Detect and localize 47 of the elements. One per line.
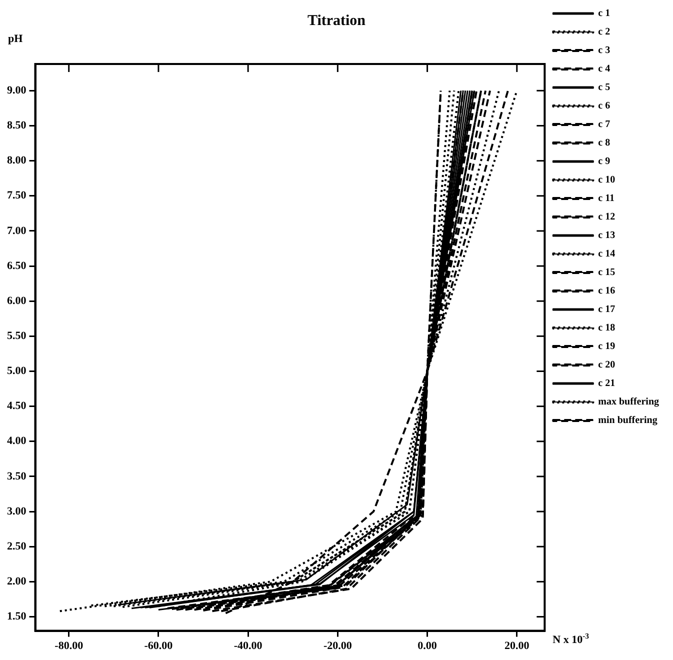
y-tick-label: 9.00 — [7, 84, 27, 96]
legend-label: c 17 — [598, 304, 616, 316]
legend-label: c 16 — [598, 286, 616, 297]
legend-label: c 12 — [598, 212, 616, 223]
legend-label: c 2 — [598, 26, 610, 38]
legend-label: c 20 — [598, 360, 616, 371]
legend-label: c 4 — [598, 64, 610, 75]
x-tick-label: -20.00 — [323, 640, 352, 652]
y-tick-label: 8.00 — [7, 154, 27, 167]
legend-label: max buffering — [598, 396, 660, 408]
legend-label: c 8 — [598, 138, 610, 149]
legend-label: c 7 — [598, 119, 610, 130]
x-tick-label: -40.00 — [234, 640, 263, 652]
y-tick-label: 2.50 — [7, 540, 27, 552]
x-tick-label: 20.00 — [504, 640, 530, 652]
y-tick-label: 4.50 — [7, 400, 27, 412]
legend-label: c 6 — [598, 100, 610, 112]
legend-label: min buffering — [598, 415, 658, 426]
y-tick-label: 2.00 — [7, 576, 27, 588]
legend-label: c 3 — [598, 45, 610, 56]
y-tick-label: 6.00 — [7, 294, 27, 307]
legend-label: c 9 — [598, 156, 610, 168]
y-tick-label: 7.50 — [7, 190, 27, 202]
legend-label: c 15 — [598, 267, 616, 278]
y-tick-label: 3.50 — [7, 470, 27, 482]
x-tick-label: -60.00 — [144, 640, 174, 652]
legend-label: c 11 — [598, 193, 615, 204]
y-tick-label: 1.50 — [7, 610, 27, 623]
legend-label: c 5 — [598, 82, 610, 94]
legend-label: c 13 — [598, 230, 616, 242]
x-tick-label: 0.00 — [418, 640, 438, 652]
y-tick-label: 5.50 — [7, 330, 27, 342]
y-tick-label: 7.00 — [7, 224, 27, 237]
legend-label: c 18 — [598, 322, 616, 334]
legend-label: c 10 — [598, 174, 616, 186]
y-axis-title: pH — [8, 33, 24, 45]
y-tick-label: 8.50 — [7, 120, 27, 132]
legend-label: c 19 — [598, 341, 616, 352]
y-tick-label: 3.00 — [7, 505, 27, 518]
chart-title: Titration — [307, 12, 366, 29]
legend-label: c 14 — [598, 248, 616, 260]
y-tick-label: 5.00 — [7, 365, 27, 378]
legend-label: c 21 — [598, 378, 616, 390]
y-tick-label: 6.50 — [7, 260, 27, 272]
y-tick-label: 4.00 — [7, 435, 27, 448]
legend-label: c 1 — [598, 8, 610, 20]
x-tick-label: -80.00 — [54, 640, 84, 652]
